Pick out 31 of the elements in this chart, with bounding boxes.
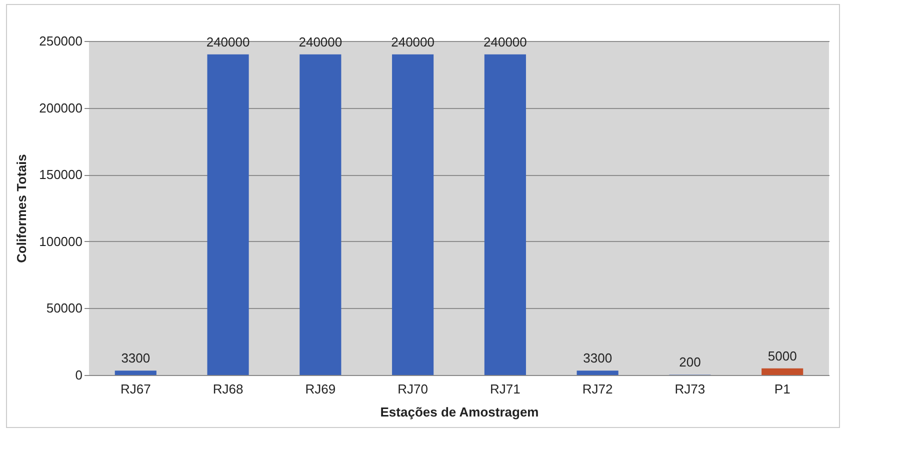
x-tick-label: RJ69	[305, 382, 336, 396]
x-tick-label: P1	[774, 382, 790, 396]
y-tick-label: 150000	[39, 167, 82, 182]
data-label: 240000	[206, 34, 250, 50]
x-tick-label: RJ72	[582, 382, 613, 396]
data-label: 5000	[768, 348, 797, 364]
x-tick-label: RJ73	[674, 382, 706, 396]
data-label: 3300	[121, 350, 150, 366]
x-axis-title: Estações de Amostragem	[380, 404, 539, 420]
data-label: 240000	[298, 34, 342, 50]
y-tick-label: 0	[75, 368, 82, 382]
data-label: 3300	[583, 350, 612, 366]
y-axis-title: Coliformes Totais	[14, 154, 30, 263]
x-tick-label: RJ70	[398, 382, 428, 396]
y-tick-label: 200000	[39, 100, 82, 116]
data-label: 240000	[483, 34, 527, 50]
bar	[392, 54, 434, 375]
bar	[207, 54, 249, 375]
x-tick-label: RJ68	[212, 382, 244, 396]
bar	[484, 54, 526, 375]
x-tick-label: RJ71	[490, 382, 520, 396]
bar	[300, 54, 342, 375]
bar	[114, 370, 156, 375]
bar	[762, 368, 804, 375]
data-label: 240000	[391, 34, 435, 50]
x-tick-label: RJ67	[120, 382, 151, 396]
y-tick-label: 50000	[46, 300, 82, 316]
y-tick-label: 250000	[39, 34, 82, 48]
y-tick-label: 100000	[39, 234, 82, 249]
data-label: 200	[679, 354, 701, 370]
bar	[576, 370, 618, 375]
